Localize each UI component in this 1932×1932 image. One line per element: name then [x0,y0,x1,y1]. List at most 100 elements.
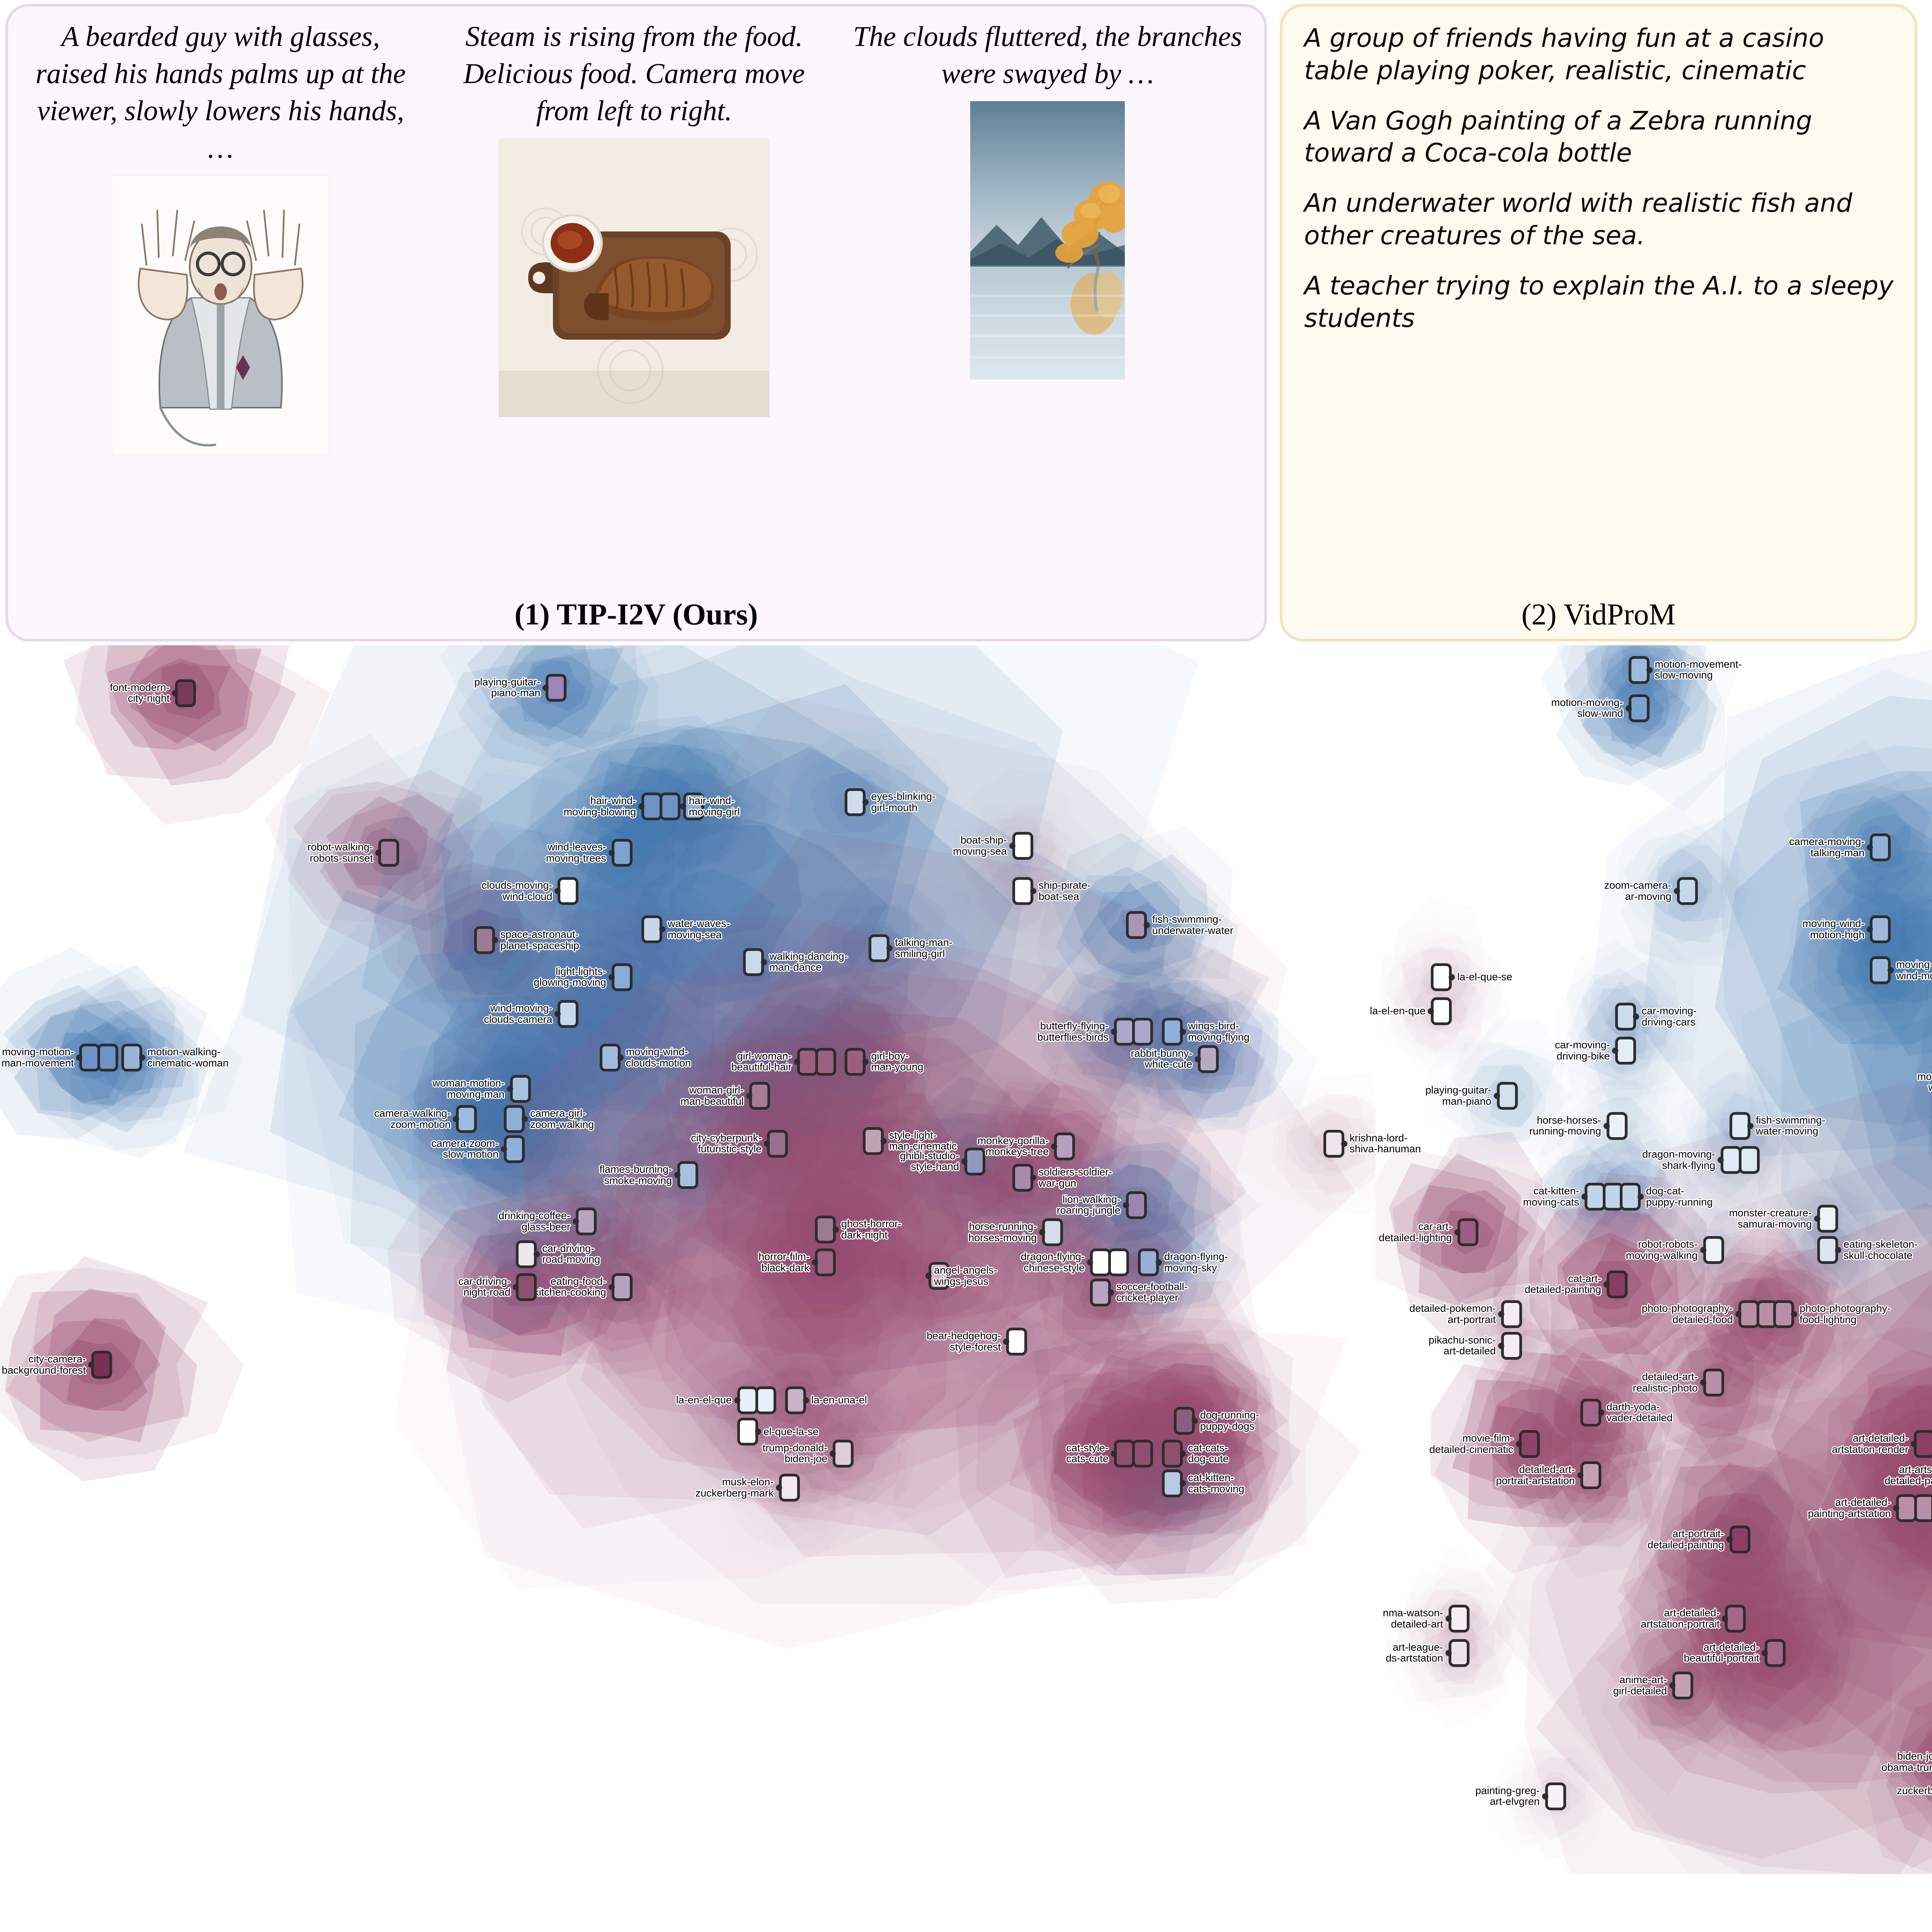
cluster-label: city-cyberpunk- futuristic-style [691,1132,762,1155]
cluster-anchor-dot [1428,1008,1434,1014]
cluster-label: zuckerberg-mark- bezos-jeff [1897,1784,1932,1796]
cluster-label: dragon-moving- shark-flying [1642,1148,1716,1171]
cluster-thumbnail [1725,1605,1746,1633]
cluster-anchor-dot [1051,1143,1058,1150]
cluster-label: ghibli-studio- style-hand [900,1150,959,1173]
cluster-label: car-art- detailed-lighting [1379,1221,1452,1243]
cluster-thumbnail [1054,1132,1075,1160]
cluster-anchor-dot [1867,844,1873,850]
cluster-anchor-dot [507,1086,513,1092]
tip-i2v-prompt-3: The clouds fluttered, the branches were … [853,21,1242,90]
cluster-thumbnail [1739,1146,1760,1174]
cluster-label: hair-wind- moving-blowing [563,794,636,818]
cluster-anchor-dot [1143,922,1150,929]
cluster-thumbnail [1132,1017,1153,1046]
cluster-label: wind-leaves- moving-trees [546,841,606,864]
cluster-thumbnail [1545,1782,1566,1810]
cluster-anchor-dot [1087,1259,1093,1266]
cluster-anchor-dot [1700,1247,1706,1253]
cluster-label: la-el-en-que [1370,1005,1426,1017]
cluster-label: talking-man- smiling-girl [895,937,952,959]
cluster-thumbnail [1764,1639,1786,1667]
cluster-anchor-dot [1718,1157,1724,1163]
cluster-label: eyes-blinking- girl-mouth [871,791,935,813]
vidprom-panel-caption: (2) VidProM [1521,597,1676,631]
cluster-label: fish-swimming- underwater-water [1152,913,1233,936]
cluster-anchor-dot [1598,1409,1604,1416]
cluster-thumbnail [1501,1332,1522,1360]
cluster-anchor-dot [755,1429,761,1435]
cluster-thumbnail [611,1273,633,1301]
cluster-label: drinking-coffee- glass-beer [498,1210,570,1233]
cluster-thumbnail [79,1044,100,1072]
cluster-thumbnail [1580,1398,1601,1427]
cluster-thumbnail [1896,1494,1917,1522]
cluster-thumbnail [1677,877,1698,905]
cluster-anchor-dot [638,803,645,810]
cluster-thumbnail [749,1082,770,1110]
cluster-anchor-dot [88,1362,95,1368]
cluster-label: cat-art- detailed-painting [1524,1272,1601,1296]
cluster-anchor-dot [1039,1229,1046,1236]
caption-segment: (b) [1744,1930,1796,1932]
cluster-thumbnail [378,839,400,867]
cluster-thumbnail [1870,833,1891,861]
cluster-anchor-dot [1581,1194,1588,1200]
cluster-anchor-dot [1111,1028,1117,1035]
cluster-label: woman-girl- man-beautiful [680,1084,744,1107]
cluster-anchor-dot [572,1218,579,1225]
cluster-anchor-dot [617,1054,624,1061]
cluster-anchor-dot [1700,1379,1706,1386]
cluster-thumbnail [767,1129,788,1158]
cluster-label: cat-kitten- cats-moving [1188,1472,1245,1495]
cluster-thumbnail [1448,1639,1469,1667]
cluster-anchor-dot [1669,1682,1676,1689]
cluster-thumbnail [1126,1191,1147,1219]
cluster-label: butterfly-flying- butterflies-birds [1037,1020,1109,1043]
cluster-anchor-dot [554,1011,561,1017]
tip-i2v-example-1: A bearded guy with glasses, raised his h… [24,18,418,454]
cluster-anchor-dot [1814,1216,1820,1222]
cluster-thumbnail [1615,1003,1636,1031]
cluster-label: ship-pirate- boat-sea [1038,879,1091,902]
cluster-label: motion-moving- slow-wind [1551,696,1623,719]
cluster-thumbnail [1497,1082,1518,1110]
cluster-label: dragon-flying- chinese-style [1020,1251,1085,1274]
tip-i2v-image-3-autumn-tree-lake [970,101,1125,380]
cluster-anchor-dot [492,937,498,944]
cluster-anchor-dot [880,1138,887,1144]
cluster-thumbnail [558,877,579,905]
cluster-thumbnail [1448,1605,1469,1633]
cluster-thumbnail [546,673,567,702]
cluster-label: girl-woman- beautiful-hair [731,1050,792,1073]
cluster-anchor-dot [453,1116,459,1122]
cluster-anchor-dot [1625,705,1632,711]
cluster-thumbnail [456,1105,477,1133]
cluster-anchor-dot [76,1054,83,1061]
cluster-anchor-dot [534,1251,540,1257]
cluster-anchor-dot [734,1397,740,1403]
cluster-thumbnail [1584,1183,1605,1211]
cluster-thumbnail [755,1386,776,1414]
cluster-label: flames-burning- smoke-moving [599,1163,672,1186]
cluster-anchor-dot [543,684,549,691]
cluster-label: horse-running- horses-moving [968,1221,1037,1243]
cluster-thumbnail [611,839,633,867]
cluster-label: eating-food- kitchen-cooking [534,1275,606,1298]
cluster-label: detailed-art- portrait-artstation [1496,1464,1575,1486]
cluster-anchor-dot [1673,888,1680,894]
plot-tip-i2v-vs-vidprom: font-modern- city-night playing-guitar- p… [0,645,1421,1932]
cluster-label: moving-wind- clouds-motion [626,1046,691,1069]
cluster-thumbnail [1738,1300,1759,1328]
cluster-label: cat-cats- dog-cute [1188,1442,1229,1465]
cluster-anchor-dot [1577,1472,1583,1479]
cluster-thumbnail [1457,1218,1478,1247]
cluster-anchor-dot [1637,1194,1644,1200]
cluster-label: photo-photography- food-lighting [1799,1303,1891,1325]
tip-i2v-prompt-2: Steam is rising from the food. Delicious… [463,21,805,127]
cluster-anchor-dot [1735,1311,1742,1318]
cluster-label: bear-hedgehog- style-forest [927,1330,1001,1353]
cluster-label: zoom-camera- ar-moving [1604,879,1672,902]
cluster-thumbnail [1628,694,1650,722]
vidprom-prompt-3: An underwater world with realistic fish … [1304,188,1852,251]
